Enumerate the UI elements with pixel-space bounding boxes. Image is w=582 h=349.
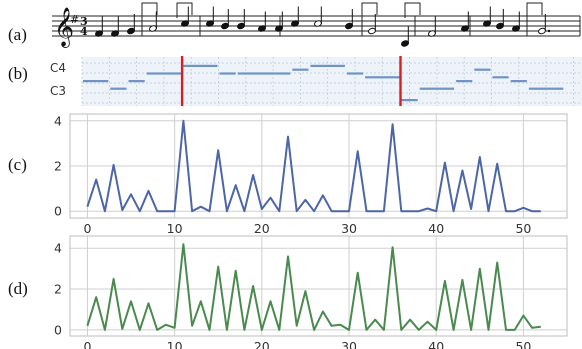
- x-tick-label: 30: [341, 221, 357, 236]
- x-tick-label: 20: [254, 221, 270, 236]
- panel-label-b: (b): [8, 64, 28, 83]
- panel-label-d: (d): [8, 279, 28, 298]
- time-signature-bottom: 4: [80, 25, 88, 38]
- x-tick-label: 0: [83, 339, 91, 349]
- roll-note: [474, 68, 491, 71]
- x-tick-label: 30: [341, 339, 357, 349]
- roll-note: [128, 80, 145, 83]
- time-signature-top: 3: [80, 15, 88, 28]
- y-tick-label: 0: [54, 204, 62, 219]
- panel-label-a: (a): [8, 25, 27, 44]
- series-line: [86, 119, 541, 213]
- panel-label-c: (c): [8, 155, 27, 174]
- piano-roll: C4 C3: [50, 56, 582, 106]
- pitch-label-c3: C3: [50, 84, 66, 98]
- roll-note: [528, 87, 564, 90]
- chart-d: 0 10 20 30 40 50 0 2 4: [54, 235, 568, 349]
- x-tick-label: 10: [167, 221, 183, 236]
- y-tick-label: 2: [54, 282, 62, 297]
- roll-note: [492, 76, 509, 79]
- roll-note: [510, 80, 527, 83]
- x-tick-label: 10: [167, 339, 183, 349]
- x-tick-label: 20: [254, 339, 270, 349]
- note-dot: [547, 29, 551, 33]
- roll-note: [146, 72, 182, 75]
- roll-note: [346, 72, 364, 75]
- roll-note: [219, 72, 236, 75]
- y-tick-label: 4: [54, 241, 62, 256]
- y-tick-label: 2: [54, 159, 62, 174]
- pitch-label-c4: C4: [50, 61, 66, 75]
- phrase-bracket: [361, 2, 378, 18]
- roll-note: [183, 64, 218, 67]
- x-tick-label: 50: [515, 339, 531, 349]
- chart-c: 0 10 20 30 40 50 0 2 4: [54, 113, 568, 236]
- x-tick-label: 40: [428, 339, 444, 349]
- roll-note: [292, 68, 309, 71]
- phrase-bracket: [141, 2, 158, 18]
- roll-note: [110, 87, 127, 90]
- y-tick-label: 4: [54, 113, 62, 128]
- roll-note: [83, 80, 109, 83]
- roll-note: [419, 87, 455, 90]
- phrase-bracket: [526, 2, 543, 18]
- x-tick-label: 40: [428, 221, 444, 236]
- x-tick-label: 50: [515, 221, 531, 236]
- roll-note: [401, 99, 418, 102]
- key-signature: #: [70, 13, 79, 26]
- piano-roll-background: [82, 57, 582, 106]
- roll-note: [365, 76, 400, 79]
- treble-clef-icon: 𝄞: [54, 7, 74, 48]
- roll-note: [456, 80, 473, 83]
- series-line: [86, 243, 541, 331]
- roll-note: [310, 64, 345, 67]
- roll-note: [237, 72, 291, 75]
- x-tick-label: 0: [83, 221, 91, 236]
- y-tick-label: 0: [54, 322, 62, 337]
- phrase-bracket: [404, 2, 421, 18]
- music-score: 𝄞# 34: [52, 2, 581, 48]
- phrase-bracket: [176, 2, 193, 18]
